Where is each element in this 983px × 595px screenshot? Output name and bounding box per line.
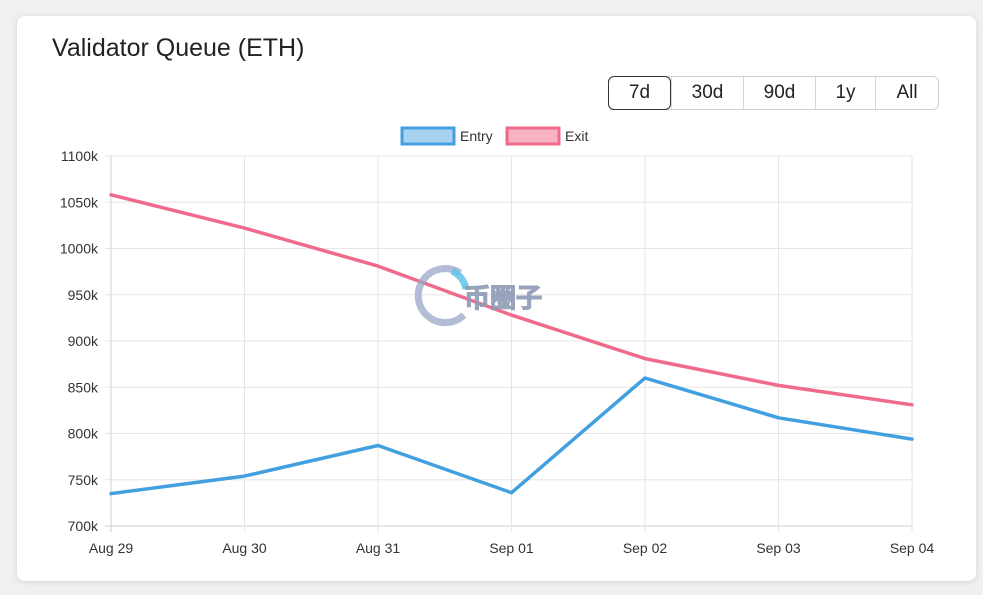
- legend-swatch-exit[interactable]: [505, 126, 561, 146]
- y-tick-label: 950k: [68, 287, 99, 303]
- chart-grid: [105, 155, 913, 532]
- y-axis: 700k 750k 800k 850k 900k 950k 1000k 1050k 1100k: [60, 148, 99, 534]
- x-axis: Aug 29 Aug 30 Aug 31 Sep 01 Sep 02 Sep 03 Sep …: [89, 540, 935, 556]
- x-tick-label: Aug 31: [356, 540, 401, 556]
- chart-legend: Entry Exit: [400, 126, 588, 146]
- legend-label-exit[interactable]: Exit: [565, 128, 588, 144]
- x-tick-label: Aug 29: [89, 540, 134, 556]
- y-tick-label: 700k: [68, 518, 99, 534]
- y-tick-label: 900k: [68, 333, 99, 349]
- legend-swatch-entry[interactable]: [400, 126, 456, 146]
- range-button-30d[interactable]: 30d: [671, 77, 743, 109]
- x-tick-label: Sep 02: [623, 540, 668, 556]
- y-tick-label: 800k: [68, 426, 99, 442]
- range-button-90d[interactable]: 90d: [743, 77, 815, 109]
- y-tick-label: 1050k: [60, 194, 99, 210]
- watermark-logo-accent-icon: [450, 267, 470, 290]
- x-tick-label: Sep 04: [890, 540, 935, 556]
- legend-label-entry[interactable]: Entry: [460, 128, 493, 144]
- range-button-all[interactable]: All: [875, 77, 938, 109]
- page-title: Validator Queue (ETH): [52, 34, 305, 62]
- y-tick-label: 750k: [68, 472, 99, 488]
- x-tick-label: Aug 30: [222, 540, 267, 556]
- x-tick-label: Sep 01: [489, 540, 534, 556]
- range-button-7d[interactable]: 7d: [608, 76, 671, 110]
- y-tick-label: 850k: [68, 379, 99, 395]
- y-tick-label: 1100k: [61, 148, 99, 164]
- watermark-logo-icon: [414, 265, 467, 327]
- chart-series: [109, 193, 914, 496]
- y-tick-label: 1000k: [60, 241, 99, 257]
- x-tick-label: Sep 03: [756, 540, 801, 556]
- watermark: 币圈子: [414, 265, 543, 327]
- time-range-selector: 7d 30d 90d 1y All: [608, 76, 939, 110]
- series-line-entry: [109, 376, 914, 496]
- range-button-1y[interactable]: 1y: [815, 77, 875, 109]
- series-line-exit: [109, 193, 914, 407]
- watermark-text: 币圈子: [464, 284, 542, 314]
